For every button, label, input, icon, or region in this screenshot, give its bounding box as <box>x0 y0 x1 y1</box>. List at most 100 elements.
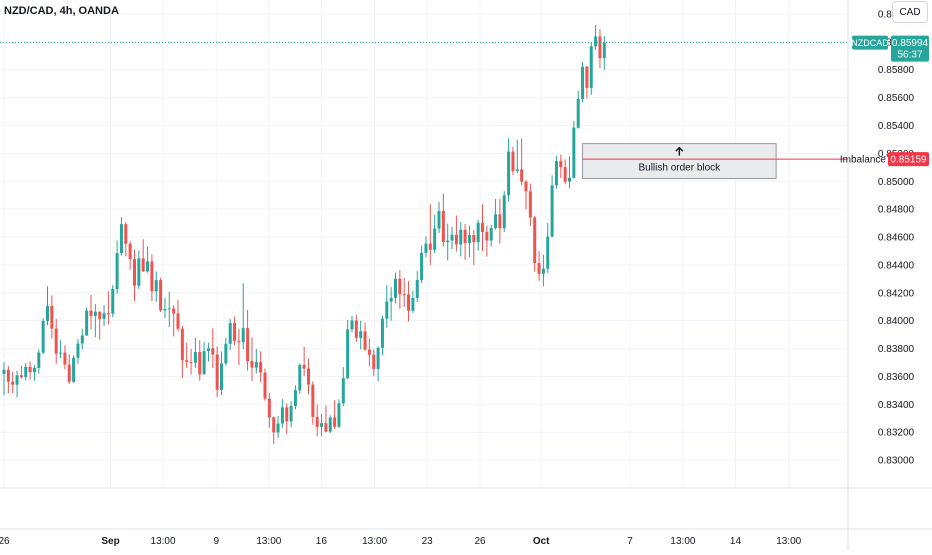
candle <box>589 42 593 95</box>
candle <box>298 363 302 394</box>
candle <box>250 337 254 382</box>
candle-body <box>28 366 32 373</box>
candle <box>102 305 106 326</box>
x-tick-label: 23 <box>422 536 434 547</box>
candle <box>11 372 15 394</box>
candle-body <box>2 369 6 374</box>
candle <box>581 62 585 103</box>
x-tick-label: 13:00 <box>256 536 281 547</box>
x-tick-label: 16 <box>316 536 328 547</box>
candle <box>341 367 345 407</box>
candle-body <box>515 169 519 172</box>
candle <box>176 299 180 332</box>
candle-body <box>420 252 424 280</box>
candle-body <box>102 313 106 319</box>
candle-body <box>354 320 358 338</box>
candle-body <box>450 234 454 241</box>
candle <box>2 362 6 396</box>
y-tick-label: 0.83200 <box>878 428 915 439</box>
candle-body <box>119 224 123 254</box>
candle-body <box>428 243 432 250</box>
candle <box>376 346 380 382</box>
candle <box>459 221 463 257</box>
candle-body <box>141 258 145 272</box>
candle <box>433 214 437 254</box>
candle <box>263 368 267 401</box>
candle-body <box>415 279 419 298</box>
y-tick-label: 0.84200 <box>878 288 915 299</box>
candle <box>402 278 406 307</box>
candle <box>141 239 145 273</box>
candle-body <box>72 357 76 382</box>
y-tick-label: 0.84800 <box>878 205 915 216</box>
candle-body <box>41 320 45 353</box>
candle-body <box>106 313 110 315</box>
candle-body <box>50 305 54 329</box>
imbalance-price-tag <box>888 152 929 167</box>
y-tick-label: 0.84400 <box>878 260 915 271</box>
candle-body <box>85 310 89 336</box>
candle-body <box>172 308 176 314</box>
candle-body <box>202 351 206 375</box>
candle <box>237 328 241 365</box>
candle <box>72 355 76 384</box>
candle-body <box>363 331 367 350</box>
candle-body <box>150 261 154 292</box>
imbalance-price-text: 0.85159 <box>890 155 927 166</box>
candle <box>315 404 319 437</box>
currency-button[interactable]: CAD <box>892 1 928 23</box>
y-tick-label: 0.84000 <box>878 316 915 327</box>
candle-body <box>215 354 219 390</box>
candle <box>576 90 580 129</box>
candle-body <box>594 36 598 47</box>
candle <box>289 401 293 428</box>
imbalance-label: Imbalance <box>840 155 887 166</box>
candle-body <box>124 224 128 244</box>
candle-body <box>154 280 158 292</box>
candle-body <box>411 297 415 311</box>
candle <box>324 405 328 433</box>
candle <box>411 290 415 313</box>
candle <box>215 346 219 397</box>
candle-body <box>333 417 337 427</box>
candle-body <box>576 98 580 128</box>
candle-body <box>424 243 428 253</box>
candle <box>481 204 484 252</box>
candle <box>354 314 358 342</box>
candle-body <box>133 259 136 286</box>
y-tick-label: 0.85000 <box>878 177 915 188</box>
candle-body <box>93 311 97 316</box>
candle-body <box>320 423 324 427</box>
candle <box>559 154 563 178</box>
candle-body <box>511 151 515 172</box>
candle <box>346 319 350 380</box>
candle <box>93 304 97 338</box>
candle-body <box>211 348 215 355</box>
candle-body <box>80 335 84 344</box>
candle <box>6 366 10 394</box>
candle-body <box>533 217 537 264</box>
candle-body <box>146 261 150 272</box>
candle <box>446 223 450 261</box>
candle <box>228 319 232 351</box>
candle-body <box>437 210 441 229</box>
candle <box>172 305 176 337</box>
candle-body <box>285 407 289 422</box>
candle-body <box>572 127 576 178</box>
candle <box>220 351 223 396</box>
candle-body <box>485 232 489 241</box>
candle <box>137 250 141 289</box>
candle <box>494 198 498 230</box>
candle <box>524 180 528 210</box>
candle <box>598 29 602 69</box>
candle <box>302 346 306 377</box>
candle <box>520 138 524 185</box>
candle-body <box>328 417 332 432</box>
candle-body <box>367 349 371 355</box>
candle <box>159 277 163 313</box>
candle <box>428 204 432 266</box>
candle-body <box>254 362 258 368</box>
candle <box>372 349 376 377</box>
